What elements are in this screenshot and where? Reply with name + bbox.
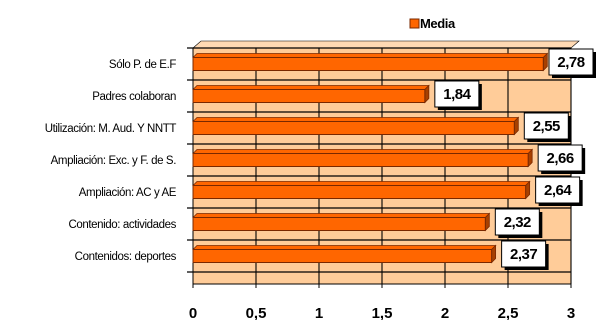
- x-tick-label: 3: [567, 305, 575, 320]
- data-label: 2,37: [510, 246, 537, 263]
- x-tick-label: 2: [441, 305, 449, 320]
- category-labels: Sólo P. de E.F Padres colaboran Utilizació…: [45, 59, 177, 263]
- x-tick-label: 0: [189, 305, 197, 320]
- data-label: 2,66: [547, 150, 574, 167]
- bar: [192, 249, 493, 263]
- bar: [192, 185, 527, 199]
- bar-top: [192, 149, 534, 154]
- category-label: Contenido: actividades: [68, 219, 176, 231]
- x-tick-labels: 0 0,5 1 1,5 2 2,5 3: [189, 305, 575, 320]
- bars: [192, 52, 549, 264]
- plot-top-wall: [192, 40, 580, 49]
- bar: [192, 57, 544, 71]
- x-tick-label: 2,5: [498, 305, 519, 320]
- data-label-box: [523, 112, 569, 140]
- x-tick-label: 1,5: [372, 305, 393, 320]
- bar: [192, 217, 486, 231]
- data-label-box: [537, 144, 583, 172]
- category-label: Sólo P. de E.F: [109, 59, 176, 71]
- category-label: Padres colaboran: [92, 91, 176, 103]
- data-label-box: [434, 80, 480, 108]
- data-label: 2,64: [544, 182, 572, 199]
- bar-top: [192, 53, 549, 58]
- category-label: Ampliación: AC y AE: [79, 187, 177, 199]
- x-tick-label: 1: [315, 305, 323, 320]
- bar: [192, 121, 515, 135]
- bar: [192, 89, 426, 103]
- data-label: 1,84: [443, 86, 471, 103]
- legend: Media: [409, 16, 456, 31]
- category-label: Ampliación: Exc. y F. de S.: [51, 155, 177, 167]
- data-label-box: [548, 48, 594, 76]
- data-label: 2,78: [557, 54, 584, 71]
- legend-label: Media: [420, 16, 456, 31]
- bar-top: [192, 245, 497, 250]
- bar-top: [192, 213, 491, 218]
- data-label: 2,32: [504, 214, 531, 231]
- category-label: Utilización: M. Aud. Y NNTT: [45, 123, 177, 135]
- x-tick-label: 0,5: [246, 305, 267, 320]
- bar-top: [192, 181, 531, 186]
- bar-top: [192, 117, 520, 122]
- bar: [192, 153, 529, 167]
- data-labels: 2,78 1,84 2,55 2,66 2,64 2,32 2,37: [434, 48, 596, 270]
- data-label-box: [501, 240, 547, 268]
- category-label: Contenidos: deportes: [75, 251, 177, 263]
- data-label-box: [535, 176, 581, 204]
- data-label-box: [494, 208, 540, 236]
- bar-top: [192, 85, 430, 90]
- legend-swatch: [409, 18, 420, 29]
- data-label: 2,55: [533, 118, 560, 135]
